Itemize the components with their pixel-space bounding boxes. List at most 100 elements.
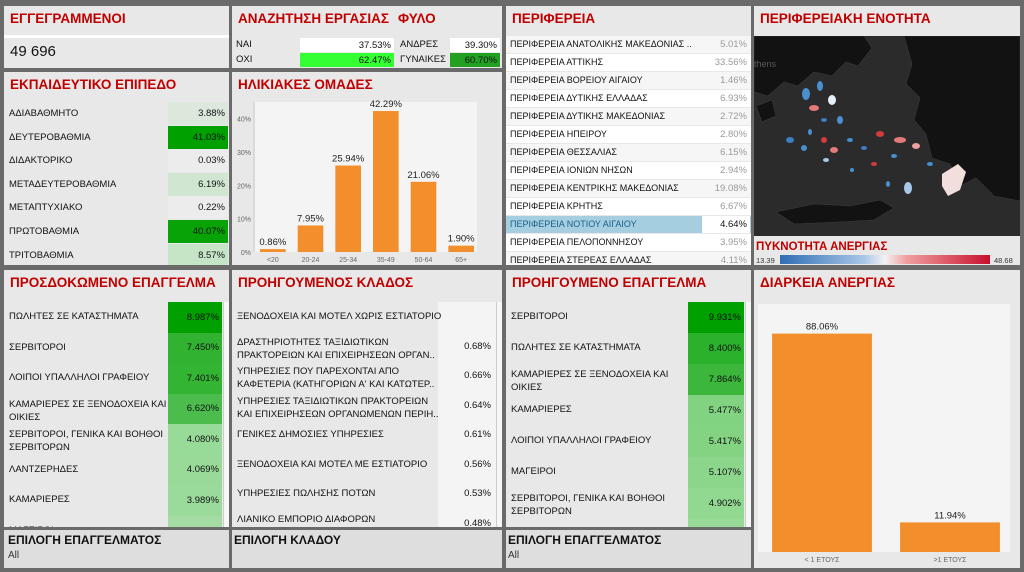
previous-occupation-label: ΚΑΜΑΡΙΕΡΕΣ [511, 403, 572, 416]
region-row[interactable]: ΠΕΡΙΦΕΡΕΙΑ ΝΟΤΙΟΥ ΑΙΓΑΙΟΥ 4.64% [506, 216, 751, 233]
region-row[interactable]: ΠΕΡΙΦΕΡΕΙΑ ΣΤΕΡΕΑΣ ΕΛΛΑΔΑΣ 4.11% [506, 252, 751, 265]
expected-occupation-label-line: ΣΕΡΒΙΤΟΡΟΙ, ΓΕΝΙΚΑ ΚΑΙ ΒΟΗΘΟΙ [9, 429, 163, 440]
previous-occupation-label: ΜΑΓΕΙΡΟΙ [511, 465, 556, 478]
previous-occupation-row[interactable]: ΚΑΜΑΡΙΕΡΕΣ 5.477% [506, 395, 745, 426]
previous-occupation-label-line: ΣΕΡΒΙΤΟΡΩΝ [511, 506, 572, 517]
education-row[interactable]: ΔΕΥΤΕΡΟΒΑΘΜΙΑ 41.03% [4, 125, 229, 149]
region-row[interactable]: ΠΕΡΙΦΕΡΕΙΑ ΘΕΣΣΑΛΙΑΣ 6.15% [506, 144, 751, 161]
education-row[interactable]: ΔΙΔΑΚΤΟΡΙΚΟ 0.03% [4, 149, 229, 173]
previous-occupation-value: 8.400% [688, 333, 744, 364]
region-row[interactable]: ΠΕΡΙΦΕΡΕΙΑ ΑΤΤΙΚΗΣ 33.56% [506, 54, 751, 71]
region-value: 4.64% [702, 216, 750, 233]
duration-title: ΔΙΑΡΚΕΙΑ ΑΝΕΡΓΙΑΣ [760, 275, 895, 290]
expected-occupation-scrollbar[interactable] [223, 302, 229, 527]
expected-occupation-row[interactable]: ΣΕΡΒΙΤΟΡΟΙ 7.450% [4, 332, 223, 363]
region-value: 3.95% [720, 237, 747, 248]
expected-occupation-row[interactable]: ΛΟΙΠΟΙ ΥΠΑΛΛΗΛΟΙ ΓΡΑΦΕΙΟΥ 7.401% [4, 363, 223, 394]
region-label: ΠΕΡΙΦΕΡΕΙΑ ΚΡΗΤΗΣ [510, 201, 603, 211]
expected-occupation-row[interactable]: ΣΕΡΒΙΤΟΡΟΙ, ΓΕΝΙΚΑ ΚΑΙ ΒΟΗΘΟΙ ΣΕΡΒΙΤΟΡΩΝ 4… [4, 424, 223, 455]
previous-sector-value: 0.48% [464, 517, 491, 527]
previous-sector-label: ΥΠΗΡΕΣΙΕΣ ΤΑΞΙΔΙΩΤΙΚΩΝ ΠΡΑΚΤΟΡΕΙΩΝ ΚΑΙ ΕΠ… [237, 395, 439, 421]
region-value: 6.15% [720, 147, 747, 158]
region-label: ΠΕΡΙΦΕΡΕΙΑ ΘΕΣΣΑΛΙΑΣ [510, 147, 617, 157]
region-row[interactable]: ΠΕΡΙΦΕΡΕΙΑ ΗΠΕΙΡΟΥ 2.80% [506, 126, 751, 143]
density-title: ΠΥΚΝΟΤΗΤΑ ΑΝΕΡΓΙΑΣ [756, 241, 888, 253]
previous-occupation-row[interactable]: ΚΑΜΑΡΙΕΡΕΣ ΣΕ ΞΕΝΟΔΟΧΕΙΑ ΚΑΙ ΟΙΚΙΕΣ 7.864% [506, 364, 745, 395]
education-row[interactable]: ΜΕΤΑΠΤΥΧΙΑΚΟ 0.22% [4, 196, 229, 220]
previous-sector-value-column [438, 302, 496, 527]
islands-group[interactable] [786, 81, 966, 196]
gender-row[interactable]: ΑΝΔΡΕΣ 39.30% [396, 38, 502, 52]
region-row[interactable]: ΠΕΡΙΦΕΡΕΙΑ ΑΝΑΤΟΛΙΚΗΣ ΜΑΚΕΔΟΝΙΑΣ .. 5.01% [506, 36, 751, 53]
previous-sector-scrollbar[interactable] [496, 302, 502, 527]
age-bar [448, 245, 474, 252]
duration-bar [900, 522, 1000, 552]
previous-sector-row[interactable]: ΥΠΗΡΕΣΙΕΣ ΠΟΥ ΠΑΡΕΧΟΝΤΑΙ ΑΠΟ ΚΑΦΕΤΕΡΙΑ (Κ… [232, 361, 496, 391]
education-label: ΤΡΙΤΟΒΑΘΜΙΑ [9, 249, 74, 261]
previous-occupation-row[interactable]: ΜΑΓΕΙΡΟΙ 5.107% [506, 457, 745, 488]
previous-sector-row[interactable]: ΛΙΑΝΙΚΟ ΕΜΠΟΡΙΟ ΔΙΑΦΟΡΩΝΤΟΥΡΙΣΤΙΚΩΝ ΚΑΙ … [232, 509, 496, 528]
previous-occupation-filter[interactable]: ΕΠΙΛΟΓΗ ΕΠΑΓΓΕΛΜΑΤΟΣ All [506, 530, 751, 568]
previous-occupation-row[interactable]: ΣΕΡΒΙΤΟΡΟΙ, ΓΕΝΙΚΑ ΚΑΙ ΒΟΗΘΟΙ ΣΕΡΒΙΤΟΡΩΝ 4… [506, 488, 745, 519]
previous-sector-row[interactable]: ΥΠΗΡΕΣΙΕΣ ΤΑΞΙΔΙΩΤΙΚΩΝ ΠΡΑΚΤΟΡΕΙΩΝ ΚΑΙ ΕΠ… [232, 391, 496, 421]
expected-occupation-filter-value[interactable]: All [8, 550, 20, 561]
region-row[interactable]: ΠΕΡΙΦΕΡΕΙΑ ΔΥΤΙΚΗΣ ΕΛΛΑΔΑΣ 6.93% [506, 90, 751, 107]
density-max: 48.68 [994, 256, 1013, 265]
previous-occupation-scrollbar[interactable] [745, 302, 751, 527]
regional-map[interactable]: thens [754, 36, 1020, 236]
region-row[interactable]: ΠΕΡΙΦΕΡΕΙΑ ΔΥΤΙΚΗΣ ΜΑΚΕΔΟΝΙΑΣ 2.72% [506, 108, 751, 125]
expected-occupation-row[interactable]: ΛΑΝΤΖΕΡΗΔΕΣ 4.069% [4, 454, 223, 485]
region-label: ΠΕΡΙΦΕΡΕΙΑ ΑΤΤΙΚΗΣ [510, 57, 604, 67]
previous-sector-row[interactable]: ΞΕΝΟΔΟΧΕΙΑ ΚΑΙ ΜΟΤΕΛ ΧΩΡΙΣ ΕΣΤΙΑΤΟΡΙΟ [232, 302, 496, 332]
age-ytick: 40% [237, 117, 251, 124]
region-row[interactable]: ΠΕΡΙΦΕΡΕΙΑ ΠΕΛΟΠΟΝΝΗΣΟΥ 3.95% [506, 234, 751, 251]
previous-sector-label-line: ΛΙΑΝΙΚΟ ΕΜΠΟΡΙΟ ΔΙΑΦΟΡΩΝ [237, 513, 376, 525]
region-value: 2.94% [720, 165, 747, 176]
age-bar-label: 25.94% [332, 154, 365, 165]
education-row[interactable]: ΜΕΤΑΔΕΥΤΕΡΟΒΑΘΜΙΑ 6.19% [4, 172, 229, 196]
job-search-row[interactable]: ΝΑΙ 37.53% [232, 38, 396, 52]
age-ytick: 30% [237, 150, 251, 157]
job-search-value: 37.53% [300, 38, 394, 52]
asia-minor-shape [903, 36, 1020, 202]
job-search-row[interactable]: ΟΧΙ 62.47% [232, 53, 396, 67]
previous-sector-filter[interactable]: ΕΠΙΛΟΓΗ ΚΛΑΔΟΥ [232, 530, 502, 568]
expected-occupation-row[interactable]: ΚΑΜΑΡΙΕΡΕΣ ΣΕ ΞΕΝΟΔΟΧΕΙΑ ΚΑΙ ΟΙΚΙΕΣ 6.620% [4, 393, 223, 424]
expected-occupation-row[interactable]: ΠΩΛΗΤΕΣ ΣΕ ΚΑΤΑΣΤΗΜΑΤΑ 8.987% [4, 302, 223, 333]
expected-occupation-filter-title: ΕΠΙΛΟΓΗ ΕΠΑΓΓΕΛΜΑΤΟΣ [8, 533, 162, 547]
previous-occupation-value [688, 519, 744, 527]
previous-sector-row[interactable]: ΥΠΗΡΕΣΙΕΣ ΠΩΛΗΣΗΣ ΠΟΤΩΝ 0.53% [232, 479, 496, 509]
region-row[interactable]: ΠΕΡΙΦΕΡΕΙΑ ΒΟΡΕΙΟΥ ΑΙΓΑΙΟΥ 1.46% [506, 72, 751, 89]
expected-occupation-title: ΠΡΟΣΔΟΚΩΜΕΝΟ ΕΠΑΓΓΕΛΜΑ [10, 275, 216, 290]
expected-occupation-row[interactable]: ΜΑΓΕΙΡΟΙ [4, 515, 223, 527]
gender-row[interactable]: ΓΥΝΑΙΚΕΣ 60.70% [396, 53, 502, 67]
education-value: 0.22% [168, 196, 228, 220]
previous-sector-row[interactable]: ΔΡΑΣΤΗΡΙΟΤΗΤΕΣ ΤΑΞΙΔΙΩΤΙΚΩΝ ΠΡΑΚΤΟΡΕΙΩΝ Κ… [232, 332, 496, 362]
age-bar [297, 225, 324, 252]
expected-occupation-value: 3.989% [168, 485, 222, 516]
previous-sector-label-line: ΞΕΝΟΔΟΧΕΙΑ ΚΑΙ ΜΟΤΕΛ ΜΕ ΕΣΤΙΑΤΟΡΙΟ [237, 458, 428, 470]
expected-occupation-row[interactable]: ΚΑΜΑΡΙΕΡΕΣ 3.989% [4, 485, 223, 516]
education-value: 0.03% [168, 149, 228, 173]
previous-occupation-row[interactable]: ΛΑΝΤΖΕΡΗΔΕΣ [506, 519, 745, 527]
previous-sector-row[interactable]: ΞΕΝΟΔΟΧΕΙΑ ΚΑΙ ΜΟΤΕΛ ΜΕ ΕΣΤΙΑΤΟΡΙΟ 0.56% [232, 450, 496, 480]
map-city-label: thens [754, 59, 777, 69]
previous-occupation-row[interactable]: ΠΩΛΗΤΕΣ ΣΕ ΚΑΤΑΣΤΗΜΑΤΑ 8.400% [506, 333, 745, 364]
previous-occupation-row[interactable]: ΛΟΙΠΟΙ ΥΠΑΛΛΗΛΟΙ ΓΡΑΦΕΙΟΥ 5.417% [506, 426, 745, 457]
density-legend-bar [780, 255, 990, 264]
previous-occupation-row[interactable]: ΣΕΡΒΙΤΟΡΟΙ 9.931% [506, 302, 745, 333]
education-row[interactable]: ΤΡΙΤΟΒΑΘΜΙΑ 8.57% [4, 243, 229, 265]
expected-occupation-filter[interactable]: ΕΠΙΛΟΓΗ ΕΠΑΓΓΕΛΜΑΤΟΣ All [4, 530, 229, 568]
previous-sector-row[interactable]: ΓΕΝΙΚΕΣ ΔΗΜΟΣΙΕΣ ΥΠΗΡΕΣΙΕΣ 0.61% [232, 420, 496, 450]
region-value: 2.80% [720, 129, 747, 140]
education-row[interactable]: ΑΔΙΑΒΑΘΜΗΤΟ 3.88% [4, 102, 229, 125]
education-row[interactable]: ΠΡΩΤΟΒΑΘΜΙΑ 40.07% [4, 220, 229, 243]
region-row[interactable]: ΠΕΡΙΦΕΡΕΙΑ ΚΡΗΤΗΣ 6.67% [506, 198, 751, 215]
previous-occupation-title: ΠΡΟΗΓΟΥΜΕΝΟ ΕΠΑΓΓΕΛΜΑ [512, 275, 707, 290]
age-xtick: 25-34 [339, 257, 357, 264]
expected-occupation-label-line: ΣΕΡΒΙΤΟΡΩΝ [9, 442, 70, 453]
region-row[interactable]: ΠΕΡΙΦΕΡΕΙΑ ΚΕΝΤΡΙΚΗΣ ΜΑΚΕΔΟΝΙΑΣ 19.08% [506, 180, 751, 197]
region-label: ΠΕΡΙΦΕΡΕΙΑ ΗΠΕΙΡΟΥ [510, 129, 607, 139]
region-row[interactable]: ΠΕΡΙΦΕΡΕΙΑ ΙΟΝΙΩΝ ΝΗΣΩΝ 2.94% [506, 162, 751, 179]
previous-occupation-filter-value[interactable]: All [508, 550, 520, 561]
